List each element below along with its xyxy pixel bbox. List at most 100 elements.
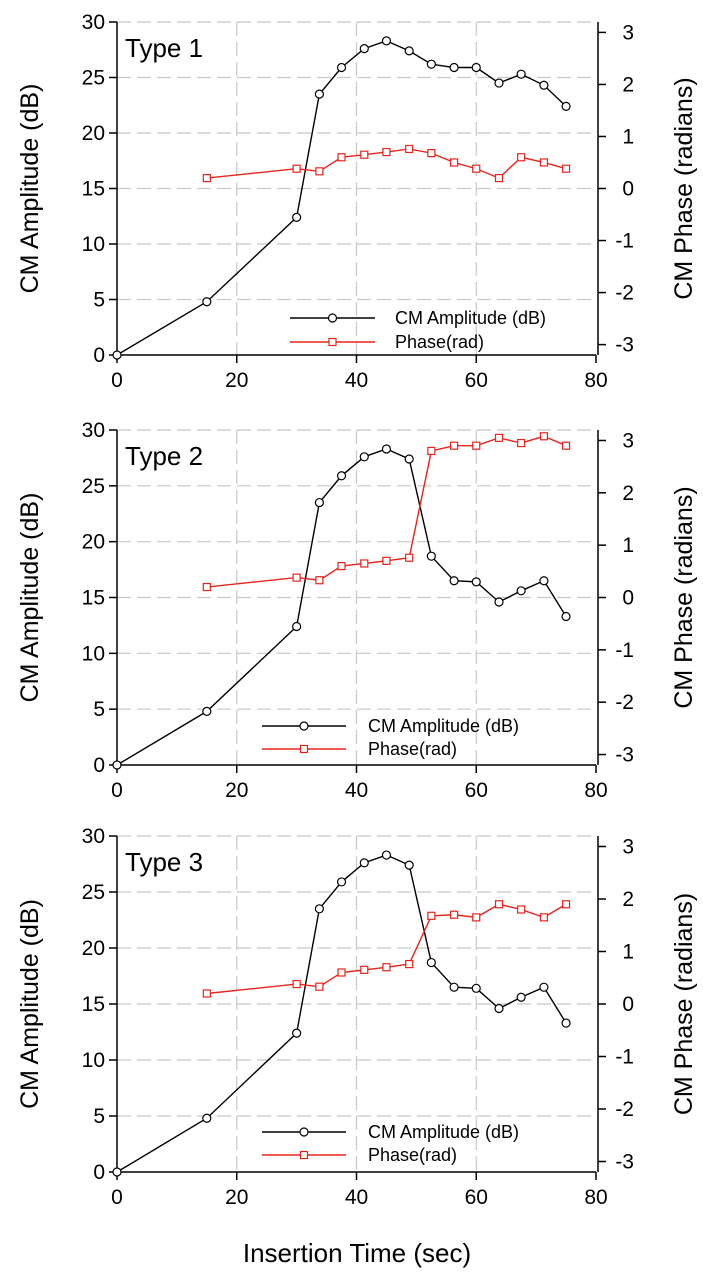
- data-point: [561, 1018, 571, 1028]
- y-tick-label-left: 5: [93, 289, 105, 312]
- x-tick-label: 80: [584, 369, 607, 392]
- legend-label: CM Amplitude (dB): [395, 308, 546, 328]
- y-tick-label-left: 20: [82, 122, 105, 145]
- y-tick-label-left: 30: [82, 419, 105, 442]
- data-point: [471, 983, 481, 993]
- data-point: [202, 582, 211, 592]
- data-point: [292, 573, 301, 582]
- y-tick-label-right: 1: [622, 125, 634, 148]
- data-point: [315, 167, 324, 176]
- data-point: [494, 173, 504, 183]
- panel-label: Type 1: [125, 33, 203, 63]
- data-point: [360, 965, 369, 974]
- data-point: [539, 80, 549, 90]
- data-point: [360, 559, 369, 568]
- legend-marker: [299, 1127, 309, 1137]
- data-point: [382, 556, 391, 565]
- y-tick-label-left: 10: [82, 1049, 105, 1072]
- x-tick-label: 60: [465, 369, 488, 392]
- y-tick-label-right: -3: [615, 1151, 634, 1174]
- data-point: [337, 561, 346, 571]
- series-phase: [202, 432, 571, 592]
- y-tick-label-left: 10: [82, 642, 105, 665]
- data-point: [337, 968, 346, 977]
- panel-label: Type 3: [125, 847, 203, 877]
- data-point: [381, 36, 392, 46]
- data-point: [404, 454, 414, 464]
- data-point: [471, 577, 481, 587]
- data-point: [292, 621, 302, 632]
- y-axis-label-right: CM Phase (radians): [670, 77, 698, 299]
- data-point: [405, 959, 414, 969]
- y-tick-label-right: 1: [622, 534, 634, 557]
- data-point: [315, 576, 324, 585]
- data-point: [202, 1113, 212, 1123]
- x-tick-label: 60: [465, 779, 488, 802]
- data-point: [381, 850, 392, 860]
- y-tick-label-left: 5: [93, 698, 105, 721]
- y-tick-label-left: 20: [82, 531, 105, 554]
- data-point: [202, 297, 212, 307]
- data-point: [449, 982, 459, 992]
- data-point: [359, 452, 369, 462]
- y-tick-label-left: 15: [82, 587, 105, 610]
- x-axis-label: Insertion Time (sec): [243, 1238, 471, 1268]
- data-point: [382, 963, 391, 972]
- data-point: [539, 982, 549, 992]
- data-point: [405, 553, 414, 562]
- data-point: [449, 910, 459, 919]
- x-tick-label: 20: [225, 369, 248, 392]
- x-tick-label: 0: [111, 369, 123, 392]
- y-tick-label-right: 0: [622, 993, 634, 1016]
- series-phase: [202, 900, 571, 998]
- data-point: [539, 913, 549, 922]
- y-axis-label-left: CM Amplitude (dB): [16, 899, 44, 1109]
- y-tick-label-left: 25: [82, 881, 105, 904]
- data-point: [494, 1003, 504, 1014]
- series-phase: [202, 144, 571, 183]
- y-tick-label-left: 15: [82, 993, 105, 1016]
- data-point: [561, 164, 571, 173]
- legend-label: CM Amplitude (dB): [368, 716, 519, 736]
- data-point: [292, 212, 302, 222]
- data-point: [517, 153, 526, 162]
- y-tick-label-left: 20: [82, 937, 105, 960]
- y-tick-label-left: 25: [82, 67, 105, 90]
- data-point: [112, 760, 122, 770]
- data-point: [517, 438, 526, 448]
- y-tick-label-right: 0: [622, 587, 634, 610]
- y-tick-label-left: 0: [93, 754, 105, 777]
- data-point: [315, 982, 324, 991]
- data-point: [359, 858, 369, 868]
- x-tick-label: 40: [345, 1186, 368, 1209]
- y-tick-label-left: 30: [82, 825, 105, 848]
- x-tick-label: 40: [345, 369, 368, 392]
- data-point: [314, 89, 324, 99]
- y-tick-label-right: -1: [615, 639, 634, 662]
- data-point: [471, 62, 481, 73]
- y-tick-label-right: 3: [622, 836, 634, 859]
- legend-marker: [327, 313, 338, 323]
- legend-label: Phase(rad): [368, 1145, 457, 1165]
- y-tick-label-left: 30: [82, 11, 105, 34]
- data-point: [112, 350, 122, 360]
- legend-marker: [328, 337, 337, 347]
- data-point: [292, 979, 301, 989]
- data-point: [516, 992, 526, 1002]
- y-axis-label-left: CM Amplitude (dB): [16, 493, 44, 703]
- data-point: [360, 150, 369, 159]
- data-point: [202, 989, 211, 998]
- legend: CM Amplitude (dB) Phase(rad): [262, 1122, 519, 1165]
- series-line: [206, 903, 567, 995]
- data-point: [112, 1167, 122, 1177]
- data-point: [314, 904, 324, 914]
- data-point: [427, 446, 436, 456]
- data-point: [539, 432, 549, 441]
- series-amplitude: [112, 444, 571, 770]
- data-point: [337, 153, 346, 162]
- x-tick-label: 40: [345, 779, 368, 802]
- y-tick-label-left: 25: [82, 475, 105, 498]
